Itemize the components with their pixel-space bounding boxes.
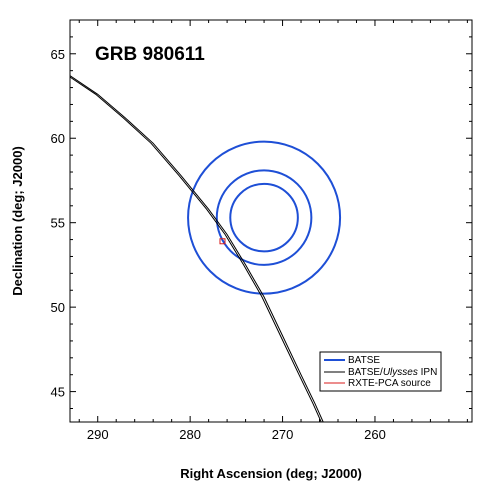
y-tick-label-3: 60 [51, 131, 65, 146]
x-tick-label-1: 280 [179, 427, 201, 442]
legend-label-rxte: RXTE-PCA source [348, 378, 431, 389]
legend-label-ipn: BATSE/Ulysses IPN [348, 367, 437, 378]
y-tick-label-0: 45 [51, 385, 65, 400]
rxte-source-marker-0 [219, 238, 226, 245]
batse-error-circle-0 [229, 182, 299, 253]
y-tick-label-4: 65 [51, 47, 65, 62]
y-tick-label-1: 50 [51, 300, 65, 315]
plot-area [70, 75, 342, 422]
y-axis-title: Declination (deg; J2000) [10, 146, 25, 296]
batse-error-circle-1 [215, 169, 313, 266]
ipn-annulus-line-1 [70, 76, 322, 422]
chart-title: GRB 980611 [95, 44, 205, 65]
y-tick-label-2: 55 [51, 216, 65, 231]
x-tick-label-2: 270 [272, 427, 294, 442]
axis-ticks: 290 280 270 260 45 50 55 60 65 [51, 20, 472, 442]
x-tick-label-3: 260 [364, 427, 386, 442]
ipn-annulus-line-0 [70, 75, 324, 422]
x-axis-title: Right Ascension (deg; J2000) [180, 466, 362, 481]
x-tick-label-0: 290 [87, 427, 109, 442]
legend-label-batse: BATSE [348, 355, 380, 366]
batse-error-circle-2 [187, 140, 342, 295]
legend: BATSE BATSE/Ulysses IPN RXTE-PCA source [319, 351, 442, 392]
